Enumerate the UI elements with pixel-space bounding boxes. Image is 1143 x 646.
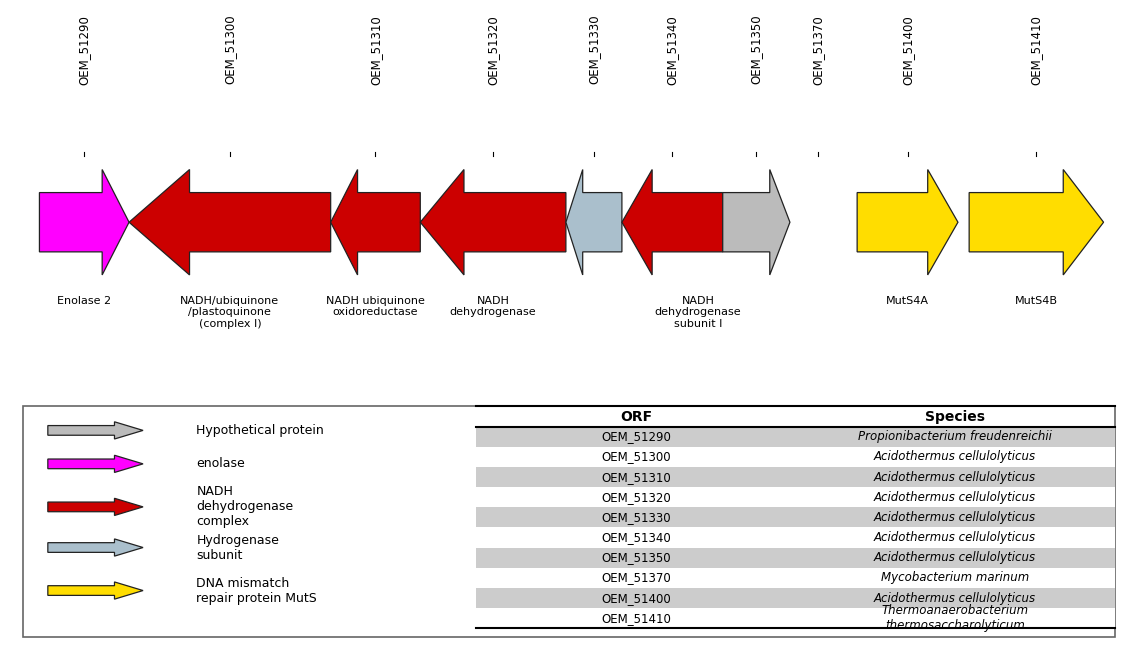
Polygon shape	[39, 169, 129, 275]
Polygon shape	[330, 169, 421, 275]
Text: OEM_51340: OEM_51340	[601, 531, 671, 544]
Text: DNA mismatch
repair protein MutS: DNA mismatch repair protein MutS	[197, 576, 317, 605]
Text: Acidothermus cellulolyticus: Acidothermus cellulolyticus	[874, 491, 1037, 504]
Text: OEM_51310: OEM_51310	[369, 15, 382, 85]
Bar	[477, 528, 1114, 548]
Text: NADH
dehydrogenase
complex: NADH dehydrogenase complex	[197, 485, 294, 528]
Text: OEM_51300: OEM_51300	[601, 450, 671, 463]
Text: OEM_51320: OEM_51320	[487, 15, 499, 85]
Polygon shape	[566, 169, 622, 275]
Text: Acidothermus cellulolyticus: Acidothermus cellulolyticus	[874, 551, 1037, 564]
Text: enolase: enolase	[197, 457, 245, 470]
Text: OEM_51300: OEM_51300	[223, 15, 237, 85]
Polygon shape	[129, 169, 330, 275]
Polygon shape	[622, 169, 722, 275]
Text: Acidothermus cellulolyticus: Acidothermus cellulolyticus	[874, 450, 1037, 463]
Text: OEM_51330: OEM_51330	[601, 511, 671, 524]
Polygon shape	[722, 169, 790, 275]
Text: OEM_51370: OEM_51370	[812, 15, 824, 85]
Polygon shape	[48, 498, 143, 516]
Bar	[477, 487, 1114, 507]
Text: NADH ubiquinone
oxidoreductase: NADH ubiquinone oxidoreductase	[326, 296, 425, 317]
Text: OEM_51290: OEM_51290	[78, 15, 90, 85]
Text: Acidothermus cellulolyticus: Acidothermus cellulolyticus	[874, 592, 1037, 605]
Text: NADH/ubiquinone
/plastoquinone
(complex I): NADH/ubiquinone /plastoquinone (complex …	[181, 296, 279, 329]
Text: OEM_51350: OEM_51350	[750, 15, 762, 85]
Bar	[477, 467, 1114, 487]
Text: Propionibacterium freudenreichii: Propionibacterium freudenreichii	[858, 430, 1052, 443]
Text: OEM_51290: OEM_51290	[601, 430, 671, 443]
Bar	[477, 447, 1114, 467]
Bar	[477, 548, 1114, 568]
Polygon shape	[48, 455, 143, 472]
Bar	[477, 426, 1114, 447]
Text: Species: Species	[925, 410, 985, 424]
Text: MutS4B: MutS4B	[1015, 296, 1058, 306]
Text: OEM_51410: OEM_51410	[601, 612, 671, 625]
Polygon shape	[48, 539, 143, 556]
Text: NADH
dehydrogenase: NADH dehydrogenase	[450, 296, 536, 317]
Polygon shape	[48, 422, 143, 439]
Text: Thermoanaerobacterium
thermosaccharolyticum: Thermoanaerobacterium thermosaccharolyti…	[881, 604, 1029, 632]
Text: OEM_51340: OEM_51340	[666, 15, 679, 85]
Text: MutS4A: MutS4A	[886, 296, 929, 306]
Polygon shape	[48, 582, 143, 599]
Text: OEM_51410: OEM_51410	[1030, 15, 1042, 85]
Text: Hydrogenase
subunit: Hydrogenase subunit	[197, 534, 279, 561]
Polygon shape	[969, 169, 1103, 275]
Text: Hypothetical protein: Hypothetical protein	[197, 424, 323, 437]
Text: Acidothermus cellulolyticus: Acidothermus cellulolyticus	[874, 470, 1037, 484]
Bar	[477, 588, 1114, 608]
Text: OEM_51370: OEM_51370	[601, 572, 671, 585]
Text: Acidothermus cellulolyticus: Acidothermus cellulolyticus	[874, 531, 1037, 544]
Text: Acidothermus cellulolyticus: Acidothermus cellulolyticus	[874, 511, 1037, 524]
Text: OEM_51320: OEM_51320	[601, 491, 671, 504]
Bar	[477, 568, 1114, 588]
Text: OEM_51310: OEM_51310	[601, 470, 671, 484]
Text: NADH
dehydrogenase
subunit I: NADH dehydrogenase subunit I	[655, 296, 742, 329]
Text: Mycobacterium marinum: Mycobacterium marinum	[881, 572, 1030, 585]
Text: OEM_51400: OEM_51400	[601, 592, 671, 605]
Text: Enolase 2: Enolase 2	[57, 296, 111, 306]
Bar	[477, 507, 1114, 528]
Text: ORF: ORF	[620, 410, 652, 424]
Polygon shape	[857, 169, 958, 275]
Polygon shape	[421, 169, 566, 275]
Text: OEM_51400: OEM_51400	[901, 15, 914, 85]
Bar	[477, 608, 1114, 629]
Text: OEM_51330: OEM_51330	[588, 15, 600, 85]
Text: OEM_51350: OEM_51350	[601, 551, 671, 564]
